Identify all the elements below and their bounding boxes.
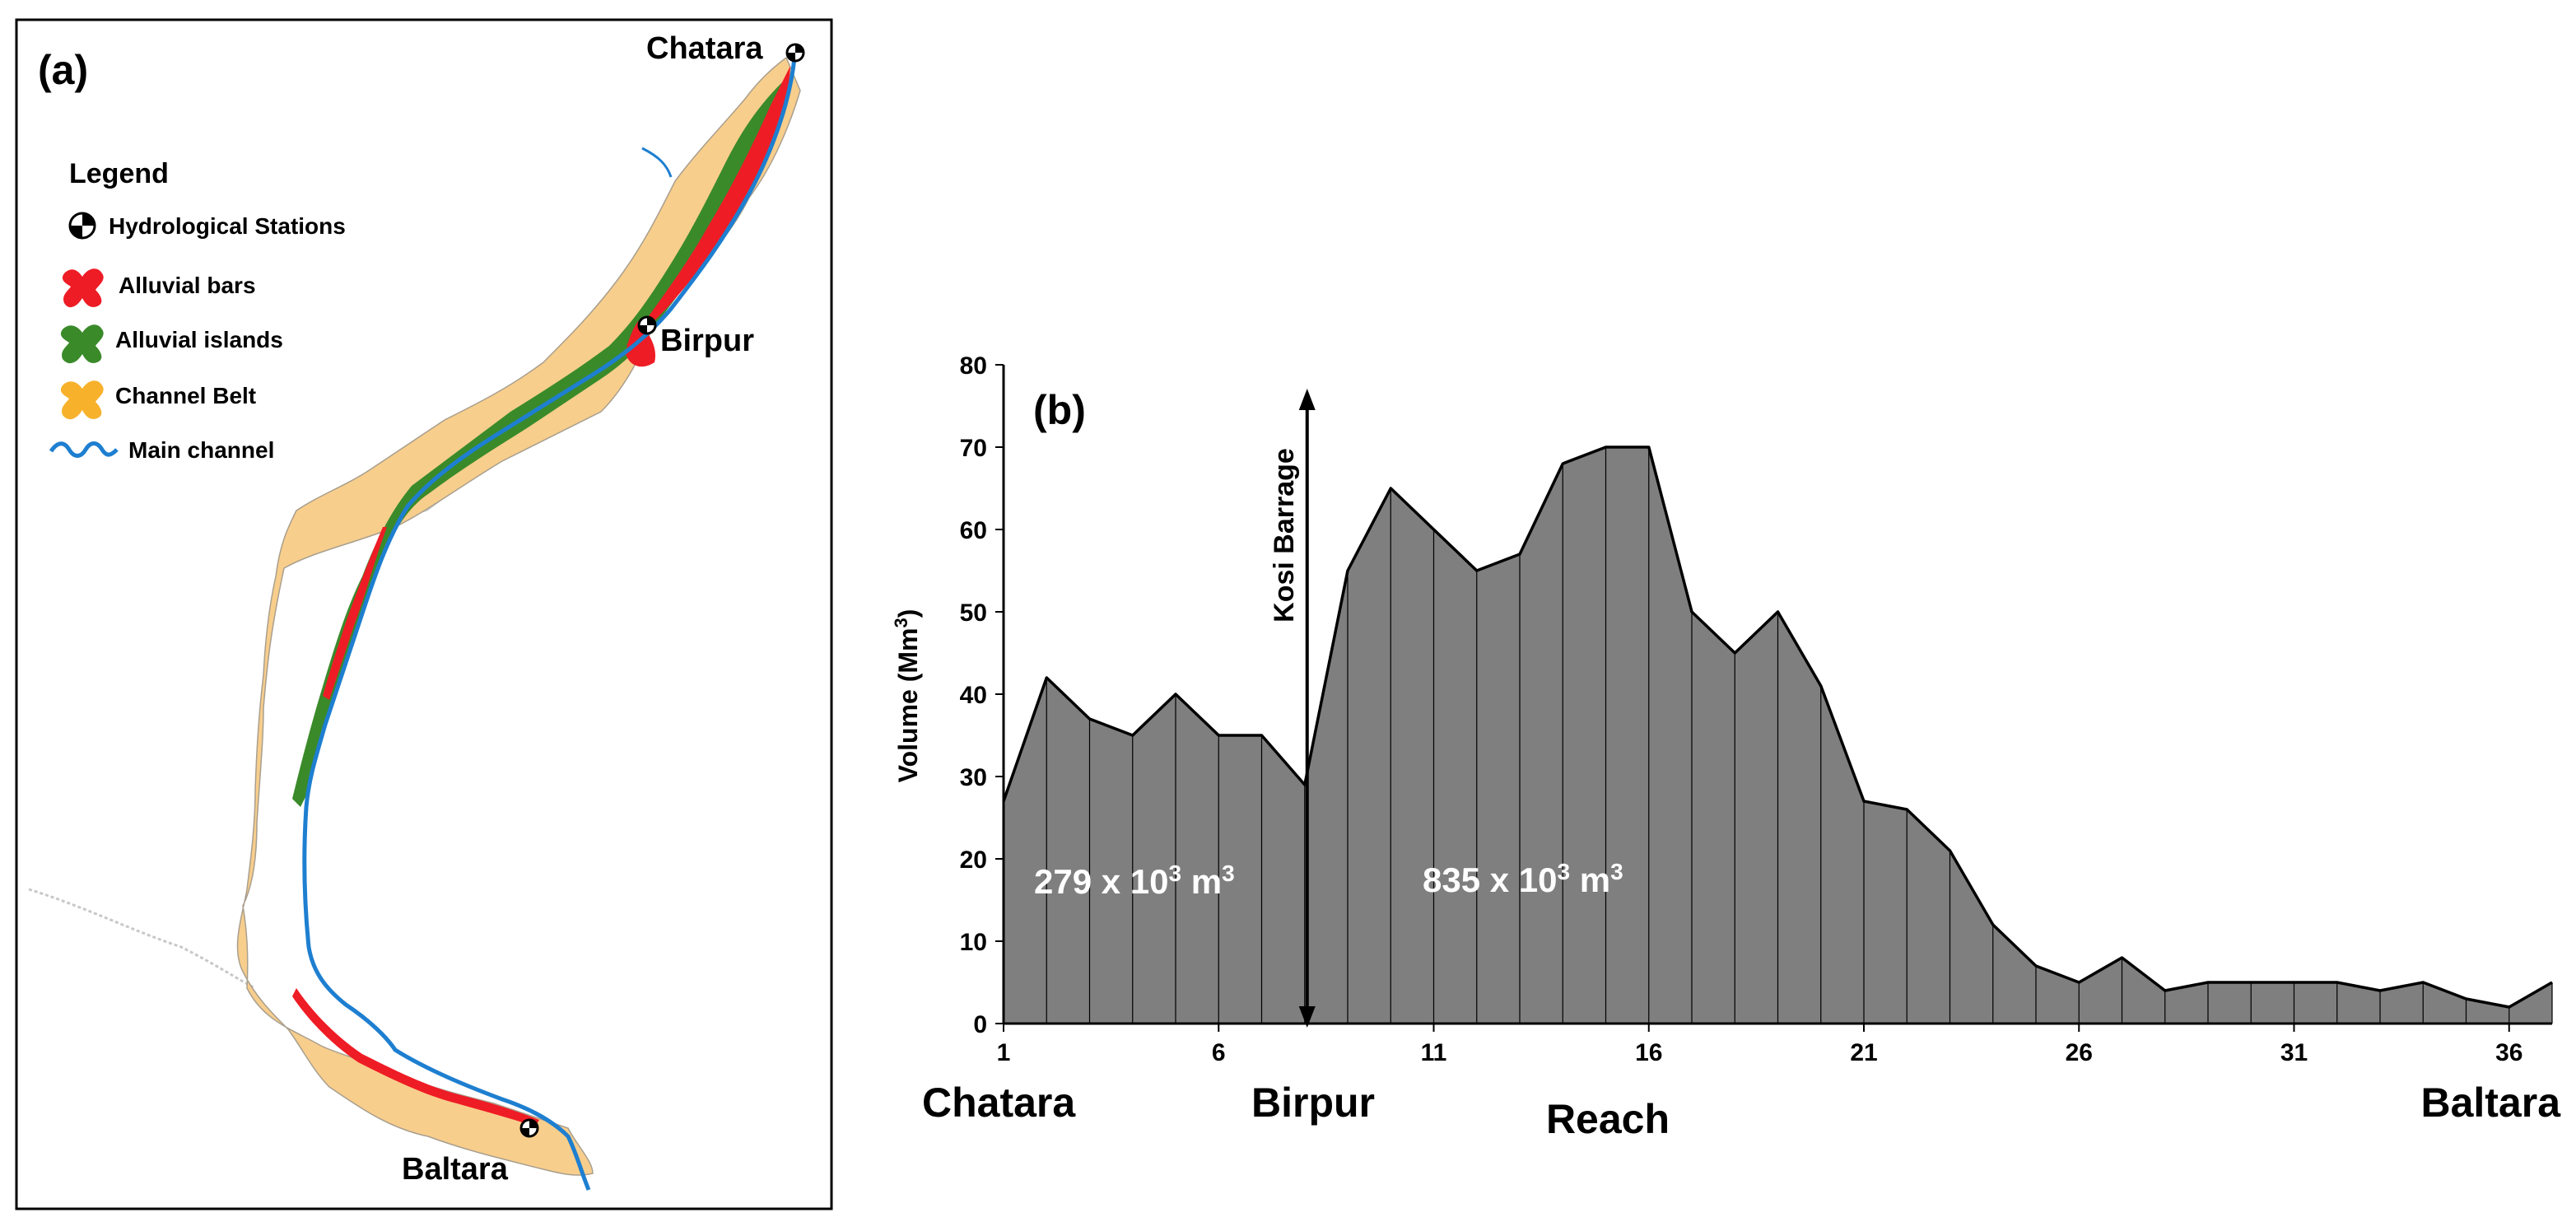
station-label: Birpur: [660, 324, 754, 358]
y-tick-label: 20: [960, 847, 987, 874]
main-channel-icon: [49, 441, 119, 458]
place-label-chatara: Chatara: [922, 1080, 1076, 1126]
station-icon: [68, 212, 96, 240]
x-axis-label: Reach: [1546, 1096, 1670, 1142]
region-label-upstream: 279 x 103 m3: [1034, 861, 1235, 902]
alluvial-bars-icon: [62, 268, 104, 308]
station-label: Baltara: [402, 1152, 509, 1187]
svg-text:Hydrological Stations: Hydrological Stations: [109, 213, 346, 239]
alluvial-islands: [292, 82, 782, 807]
x-tick-label: 6: [1212, 1039, 1226, 1066]
y-tick-label: 60: [960, 517, 987, 544]
chart-panel-label: (b): [1033, 387, 1086, 433]
arrow-head-up: [1298, 389, 1316, 410]
x-tick-label: 21: [1850, 1039, 1877, 1066]
y-tick-label: 80: [960, 352, 987, 380]
station-birpur: Birpur: [637, 315, 754, 358]
station-label: Chatara: [646, 31, 763, 66]
y-tick-label: 0: [973, 1011, 987, 1038]
tributary-line: [28, 888, 256, 990]
kosi-barrage-arrow: [1298, 389, 1316, 1028]
alluvial-bars: [626, 321, 655, 367]
place-label-baltara: Baltara: [2420, 1080, 2561, 1126]
y-tick-label: 10: [960, 929, 987, 956]
legend-item: Main channel: [49, 437, 274, 463]
y-tick-label: 70: [960, 435, 987, 462]
map-legend: Legend Hydrological Stations Alluvial ba…: [49, 158, 346, 463]
svg-text:Alluvial islands: Alluvial islands: [115, 327, 283, 352]
kosi-barrage-label: Kosi Barrage: [1269, 448, 1300, 623]
x-tick-label: 26: [2066, 1039, 2093, 1066]
legend-item: Alluvial bars: [62, 268, 256, 308]
map-panel: (a) Chatara: [15, 18, 833, 1210]
place-label-birpur: Birpur: [1251, 1080, 1375, 1126]
y-tick-labels: 0 10 20 30 40 50 60 70 80: [960, 352, 1004, 1038]
tributary-line: [641, 147, 673, 178]
y-tick-label: 40: [960, 682, 987, 709]
reach-dividers: [1003, 447, 2553, 1024]
x-tick-label: 31: [2280, 1039, 2308, 1066]
x-tick-labels: 1 6 11 16 21 26 31 36: [997, 1024, 2522, 1066]
svg-text:Alluvial bars: Alluvial bars: [119, 273, 256, 298]
map-panel-label: (a): [38, 47, 88, 93]
legend-item: Alluvial islands: [60, 324, 283, 364]
alluvial-bars: [323, 527, 387, 700]
station-chatara: Chatara: [646, 31, 805, 66]
svg-text:Main channel: Main channel: [128, 437, 274, 463]
legend-title: Legend: [69, 158, 169, 189]
arrow-head-down: [1298, 1006, 1316, 1028]
y-tick-label: 50: [960, 599, 987, 627]
alluvial-bars: [292, 988, 539, 1126]
region-label-downstream: 835 x 103 m3: [1423, 859, 1623, 900]
river-map: [28, 56, 801, 1191]
legend-item: Hydrological Stations: [68, 212, 346, 240]
station-baltara: Baltara: [402, 1118, 539, 1187]
svg-text:Channel Belt: Channel Belt: [115, 383, 256, 408]
x-tick-label: 36: [2495, 1039, 2522, 1066]
channel-belt-icon: [60, 380, 104, 420]
y-axis-label: Volume (Mm3): [891, 609, 924, 783]
y-tick-label: 30: [960, 764, 987, 791]
x-tick-label: 11: [1421, 1039, 1447, 1066]
legend-item: Channel Belt: [60, 380, 256, 420]
x-tick-label: 16: [1635, 1039, 1662, 1066]
x-tick-label: 1: [997, 1039, 1011, 1066]
main-channel: [302, 57, 797, 1191]
alluvial-islands-icon: [60, 324, 104, 364]
